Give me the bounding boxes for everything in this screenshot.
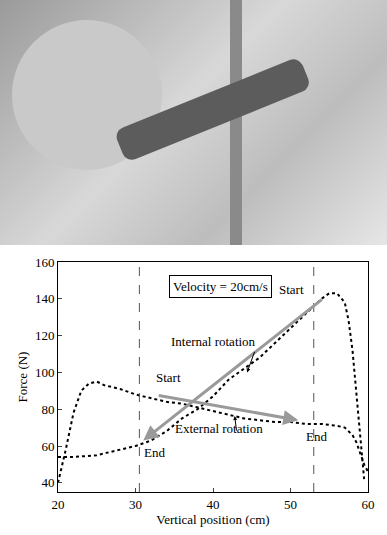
svg-text:20: 20 — [52, 497, 65, 512]
svg-text:Start: Start — [279, 282, 304, 297]
svg-text:40: 40 — [41, 475, 54, 490]
svg-text:60: 60 — [41, 439, 54, 454]
svg-text:40: 40 — [207, 497, 220, 512]
svg-text:60: 60 — [362, 497, 375, 512]
svg-text:100: 100 — [35, 365, 55, 380]
svg-text:Start: Start — [156, 370, 181, 385]
svg-text:Vertical position (cm): Vertical position (cm) — [156, 512, 269, 527]
svg-text:50: 50 — [284, 497, 297, 512]
svg-text:Force (N): Force (N) — [15, 352, 30, 403]
svg-text:120: 120 — [35, 328, 55, 343]
svg-text:End: End — [306, 429, 327, 444]
svg-text:Internal rotation: Internal rotation — [171, 334, 256, 349]
svg-text:External rotation: External rotation — [175, 421, 263, 436]
svg-text:80: 80 — [41, 402, 54, 417]
svg-text:160: 160 — [35, 255, 55, 270]
svg-text:End: End — [144, 445, 165, 460]
svg-text:30: 30 — [129, 497, 142, 512]
svg-text:140: 140 — [35, 291, 55, 306]
svg-text:Velocity = 20cm/s: Velocity = 20cm/s — [173, 279, 268, 294]
